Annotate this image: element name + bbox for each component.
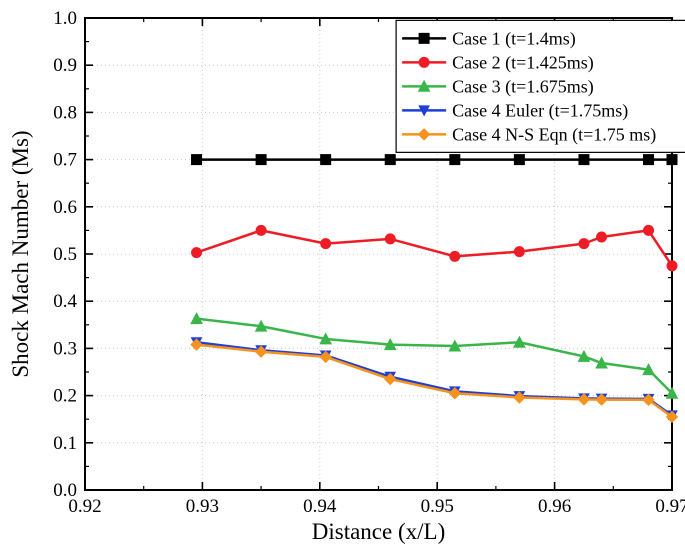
svg-text:0.9: 0.9 [53, 55, 77, 76]
svg-text:0.2: 0.2 [53, 386, 77, 407]
svg-text:1.0: 1.0 [53, 8, 77, 29]
svg-text:0.93: 0.93 [186, 496, 219, 517]
svg-text:Distance (x/L): Distance (x/L) [312, 519, 445, 544]
svg-text:0.7: 0.7 [53, 150, 77, 171]
svg-text:0.8: 0.8 [53, 102, 77, 123]
svg-text:0.95: 0.95 [421, 496, 454, 517]
svg-text:0.3: 0.3 [53, 338, 77, 359]
svg-text:0.6: 0.6 [53, 197, 77, 218]
svg-text:0.1: 0.1 [53, 433, 77, 454]
svg-text:0.96: 0.96 [538, 496, 571, 517]
svg-text:0.94: 0.94 [303, 496, 337, 517]
svg-text:Shock Mach Number (Ms): Shock Mach Number (Ms) [8, 130, 33, 377]
svg-text:Case 1 (t=1.4ms): Case 1 (t=1.4ms) [452, 29, 576, 50]
svg-text:0.5: 0.5 [53, 244, 77, 265]
svg-text:Case 4 Euler (t=1.75ms): Case 4 Euler (t=1.75ms) [452, 101, 628, 122]
svg-text:Case 2 (t=1.425ms): Case 2 (t=1.425ms) [452, 53, 594, 74]
svg-text:0.0: 0.0 [53, 480, 77, 501]
svg-text:0.4: 0.4 [53, 291, 77, 312]
chart-svg: 0.920.930.940.950.960.970.00.10.20.30.40… [0, 0, 685, 547]
svg-text:Case 3 (t=1.675ms): Case 3 (t=1.675ms) [452, 77, 594, 98]
svg-text:Case 4 N-S Eqn (t=1.75 ms): Case 4 N-S Eqn (t=1.75 ms) [452, 125, 656, 146]
svg-text:0.97: 0.97 [655, 496, 685, 517]
chart-container: 0.920.930.940.950.960.970.00.10.20.30.40… [0, 0, 685, 547]
